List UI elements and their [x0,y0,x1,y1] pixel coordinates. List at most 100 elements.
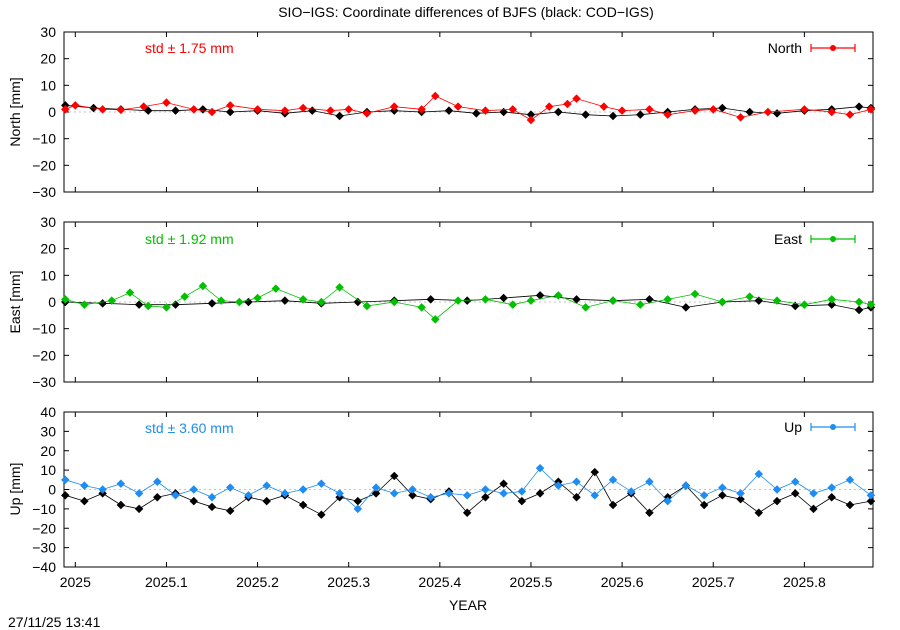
data-point [718,297,727,307]
data-point [481,493,490,502]
data-point [80,496,89,506]
data-point [544,102,554,111]
data-point [298,295,308,304]
data-point [134,300,144,309]
data-point [225,506,235,516]
y-tick-label: −20 [32,347,56,363]
data-point [139,102,148,111]
data-point [800,105,809,114]
data-point [390,297,399,307]
legend-label: North [768,40,802,56]
data-point [225,101,235,110]
data-point [153,493,162,502]
data-point [390,489,399,498]
legend-label: East [774,231,802,247]
y-tick-label: 10 [40,267,56,283]
y-tick-label: −10 [32,131,56,147]
data-point [98,485,107,494]
data-point [472,109,481,118]
series-line [65,95,872,121]
data-point [244,491,253,500]
series-sio-igs [61,463,876,514]
std-label: std ± 3.60 mm [145,420,234,436]
data-point [517,496,527,506]
data-point [298,485,308,494]
data-point [189,485,199,494]
data-point [554,107,563,117]
data-point [617,106,627,115]
data-point [499,479,508,488]
data-point [481,485,490,494]
y-axis-ticks: −40 −30 −20 −10 0 10 20 30 40 [32,404,873,575]
x-tick-label: 2025.1 [145,574,188,590]
data-point [280,489,290,498]
y-tick-label: −30 [32,374,56,390]
data-point [772,485,782,494]
data-point [481,106,490,115]
data-point [308,106,317,115]
data-point [535,291,545,300]
data-point [198,281,208,291]
data-point [61,475,70,485]
data-point [143,106,153,115]
data-point [845,475,855,485]
data-point [143,301,153,311]
data-point [189,496,199,506]
y-tick-label: 0 [48,294,56,310]
data-point [499,107,508,117]
panel-east: −30 −20 −10 0 10 20 30 East [mm] std ± 1.92 mm… [7,214,876,390]
data-point [431,315,440,324]
data-point [581,303,590,312]
x-axis-label: YEAR [449,597,487,613]
data-point [134,489,144,498]
std-label: std ± 1.75 mm [145,40,234,56]
data-point [854,297,864,307]
data-point [772,109,782,118]
data-point [745,292,754,301]
data-point [499,489,508,498]
data-point [681,481,691,490]
y-axis-ticks: −30 −20 −10 0 10 20 30 [32,214,873,390]
y-tick-label: −20 [32,520,56,536]
data-point [772,296,782,305]
data-point [754,508,764,517]
data-point [271,284,281,293]
data-point [554,291,563,300]
data-point [626,487,636,496]
data-point [171,491,180,500]
y-tick-label: 10 [40,462,56,478]
data-point [262,496,271,506]
data-point [699,491,709,500]
data-point [866,491,876,500]
data-point [854,102,864,111]
data-point [80,481,89,490]
data-point [763,107,773,117]
data-point [426,295,435,304]
data-point [453,102,463,111]
data-point [526,115,536,125]
data-point [326,106,335,115]
data-point [225,483,235,492]
data-point [225,107,235,117]
x-tick-label: 2025.6 [601,574,644,590]
data-point [772,496,782,506]
data-point [71,101,80,110]
data-point [563,99,572,109]
data-point [608,296,618,305]
data-point [408,485,417,494]
data-point [253,105,262,114]
y-tick-label: −10 [32,321,56,337]
data-point [408,491,417,500]
y-axis-label: Up [mm] [7,463,23,516]
x-tick-label: 2025.2 [236,574,279,590]
data-point [572,493,581,502]
data-point [162,98,171,107]
data-point [866,496,876,506]
data-point [718,483,727,492]
data-point [116,500,126,510]
data-point [800,300,809,309]
chart-title: SIO−IGS: Coordinate differences of BJFS … [278,4,654,20]
series-line [65,285,871,320]
data-point [417,303,426,312]
